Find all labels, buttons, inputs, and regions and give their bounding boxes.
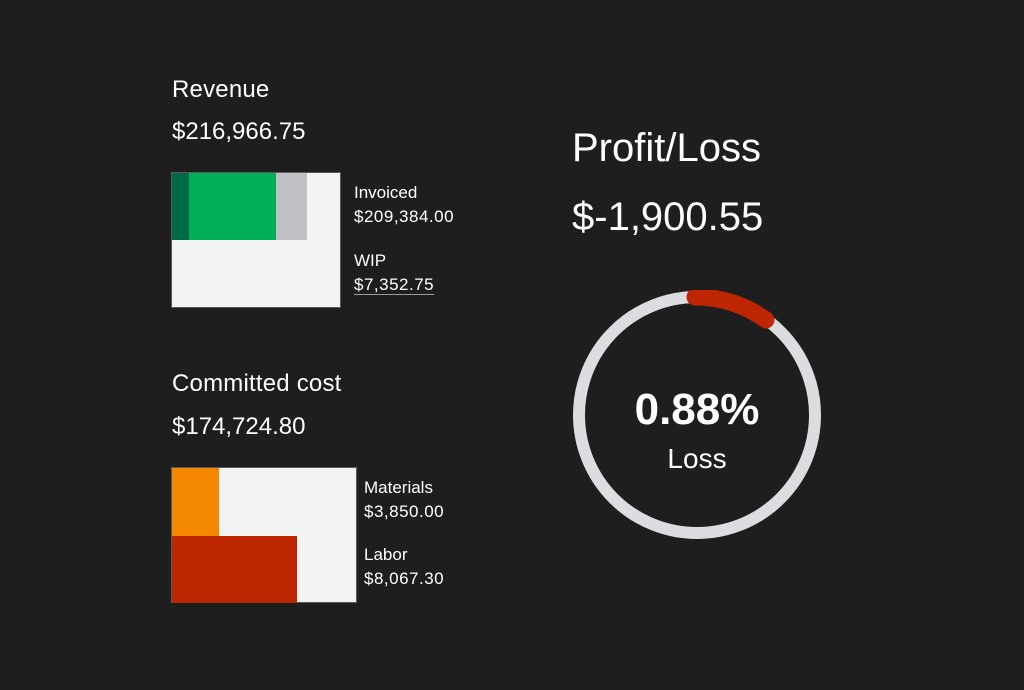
wip-value-link[interactable]: $7,352.75: [354, 275, 435, 294]
materials-segment: [172, 468, 219, 536]
profit-loss-title: Profit/Loss: [572, 126, 761, 170]
labor-segment: [172, 536, 297, 603]
loss-gauge: [573, 290, 821, 539]
committed-cost-title: Committed cost: [172, 370, 342, 397]
wip-label: WIP: [354, 251, 387, 270]
labor-label: Labor: [364, 545, 408, 564]
materials-value: $3,850.00: [364, 502, 445, 521]
invoiced-segment: [172, 173, 276, 240]
gauge-percent: 0.88%: [634, 385, 760, 434]
revenue-title: Revenue: [172, 76, 270, 103]
gauge-loss-arc: [686, 290, 775, 329]
labor-value: $8,067.30: [364, 569, 445, 588]
gauge-label: Loss: [667, 443, 727, 474]
committed-cost-total: $174,724.80: [172, 413, 306, 440]
revenue-chart: [171, 172, 341, 308]
invoiced-label: Invoiced: [354, 183, 418, 202]
invoiced-value: $209,384.00: [354, 207, 455, 226]
materials-label: Materials: [364, 478, 433, 497]
revenue-total: $216,966.75: [172, 118, 306, 145]
invoiced-dark-segment: [172, 173, 189, 240]
profit-loss-value: $-1,900.55: [572, 195, 764, 239]
committed-cost-chart: [171, 467, 357, 603]
